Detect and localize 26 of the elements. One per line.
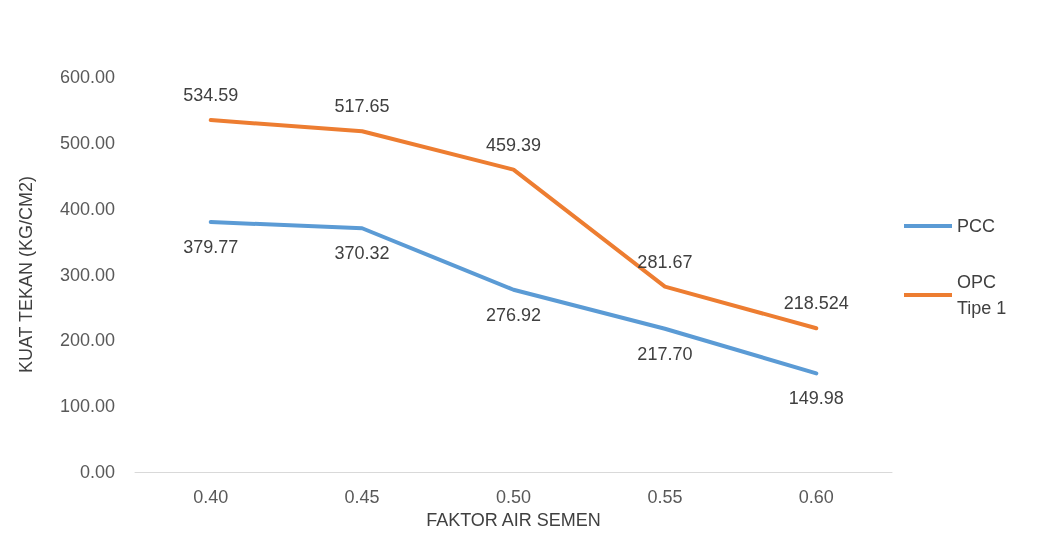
- data-label: 281.67: [637, 251, 693, 272]
- data-label: 517.65: [334, 96, 390, 117]
- x-tick-label: 0.55: [647, 487, 683, 508]
- data-label: 534.59: [183, 85, 239, 106]
- y-tick-label: 500.00: [59, 132, 115, 153]
- data-label: 218.524: [783, 293, 849, 314]
- legend-label: OPC Tipe 1: [957, 272, 1007, 318]
- y-tick-label: 100.00: [59, 396, 115, 417]
- x-axis-title: FAKTOR AIR SEMEN: [426, 510, 601, 530]
- y-axis-title: KUAT TEKAN (KG/CM2): [16, 176, 36, 374]
- y-tick-label: 200.00: [59, 330, 115, 351]
- x-tick-label: 0.45: [344, 487, 380, 508]
- x-tick-label: 0.40: [193, 487, 229, 508]
- y-tick-label: 400.00: [59, 198, 115, 219]
- y-tick-label: 0.00: [79, 462, 115, 483]
- y-tick-label: 600.00: [59, 67, 115, 87]
- x-tick-label: 0.60: [798, 487, 834, 508]
- data-label: 149.98: [788, 388, 844, 409]
- data-label: 217.70: [637, 343, 693, 364]
- x-tick-label: 0.50: [495, 487, 532, 508]
- y-tick-label: 300.00: [59, 264, 115, 285]
- data-label: 379.77: [183, 237, 239, 258]
- data-label: 370.32: [334, 243, 390, 264]
- data-label: 459.39: [485, 134, 542, 155]
- legend-label: PCC: [957, 216, 996, 236]
- data-label: 276.92: [485, 304, 542, 325]
